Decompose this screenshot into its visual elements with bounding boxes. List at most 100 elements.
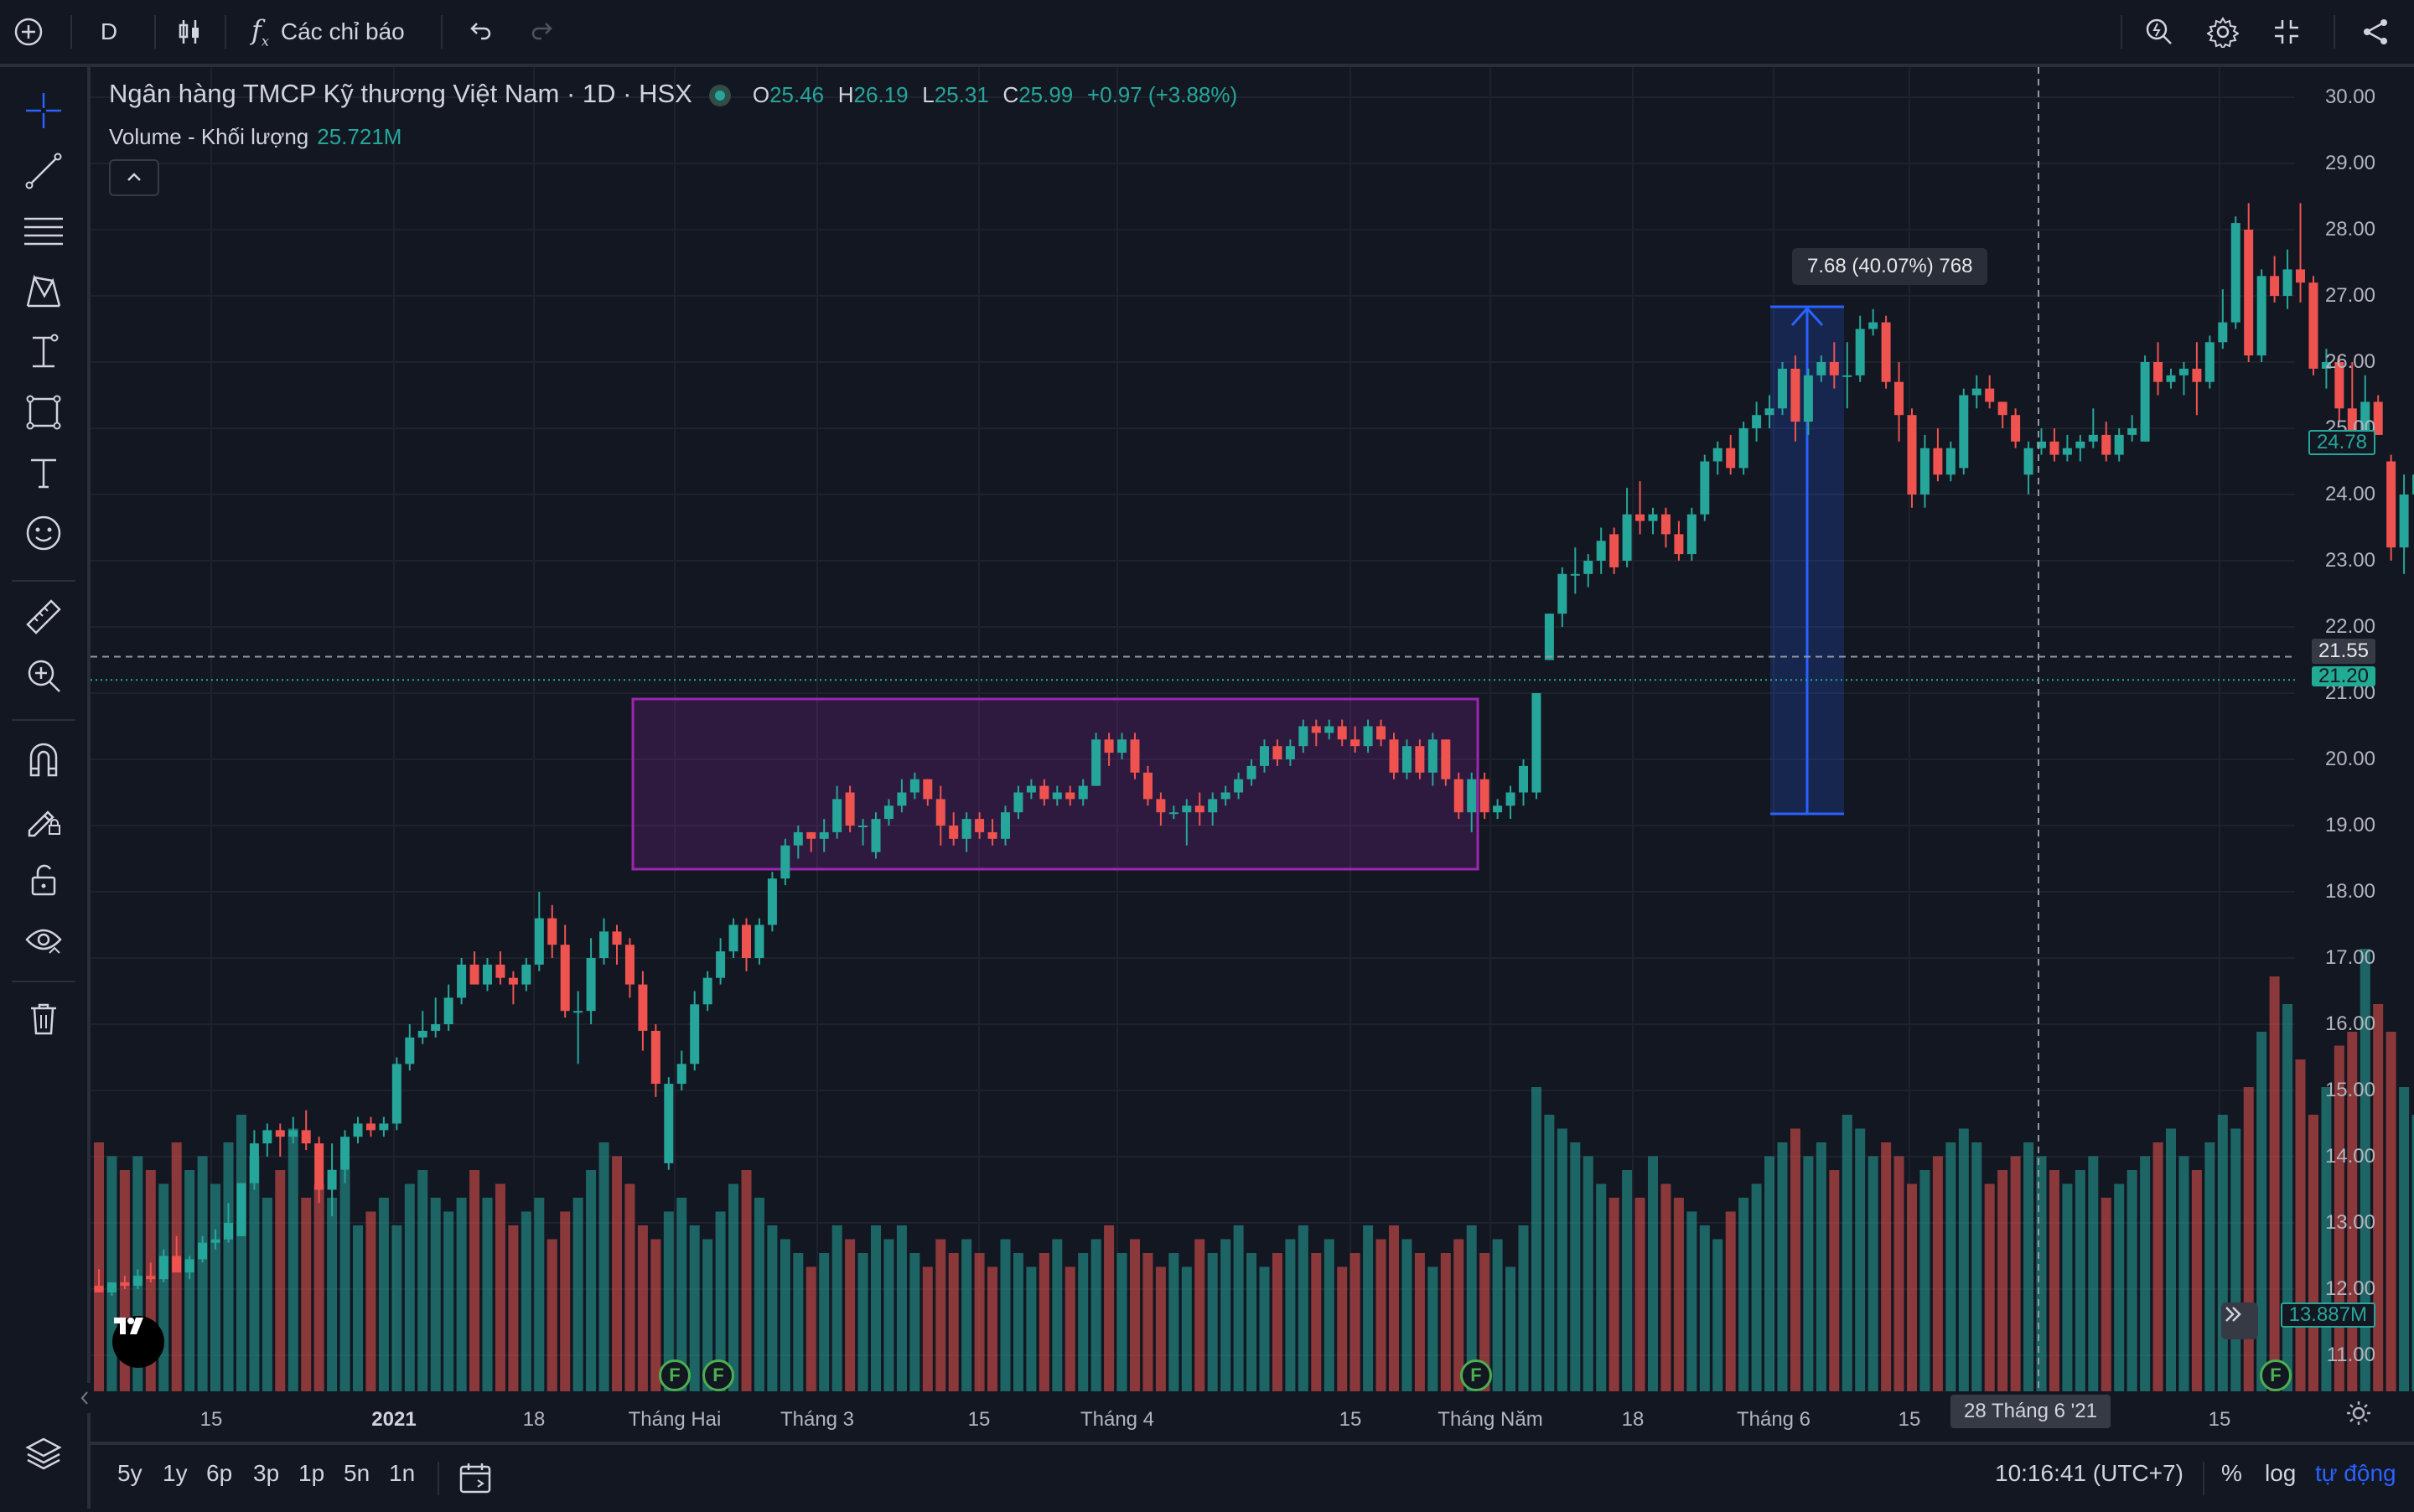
range-box [631, 697, 1479, 871]
event-marker[interactable]: F [1460, 1359, 1492, 1391]
candle-body [819, 831, 829, 839]
candle-body [1234, 779, 1244, 793]
candle-body [845, 792, 855, 826]
range-6p[interactable]: 6p [206, 1460, 233, 1486]
ruler-icon[interactable] [22, 595, 65, 639]
lock-draw-icon[interactable] [22, 798, 65, 841]
clock-label[interactable]: 10:16:41 (UTC+7) [1995, 1460, 2183, 1486]
ohlc-high: H26.19 [837, 82, 909, 107]
volume-bar [1608, 1198, 1619, 1391]
volume-bar [236, 1115, 246, 1391]
range-5y[interactable]: 5y [117, 1460, 142, 1486]
rectangle-icon[interactable] [22, 391, 65, 434]
range-1n[interactable]: 1n [389, 1460, 416, 1486]
toolbar-toggle-button[interactable] [77, 1383, 92, 1413]
volume-bar [1155, 1266, 1166, 1391]
drawing-toolbar [0, 67, 91, 1509]
pattern-icon[interactable] [22, 270, 65, 313]
price-tick-label: 17.00 [2324, 946, 2375, 969]
candle-body [1829, 362, 1839, 375]
volume-bar [1596, 1183, 1607, 1391]
volume-bar [1932, 1156, 1943, 1391]
symbol-title[interactable]: Ngân hàng TMCP Kỹ thương Việt Nam · 1D ·… [109, 79, 692, 108]
unlock-icon[interactable] [22, 858, 65, 902]
price-chart[interactable] [91, 67, 2414, 1442]
range-1p[interactable]: 1p [298, 1460, 325, 1486]
event-marker[interactable]: F [659, 1359, 691, 1391]
plus-circle-icon[interactable] [12, 15, 45, 49]
indicators-button[interactable]: fx Các chỉ báo [251, 14, 405, 49]
volume-bar [1622, 1170, 1633, 1391]
volume-bar [987, 1266, 998, 1391]
calendar-range-icon[interactable] [458, 1460, 493, 1495]
chart-pane[interactable]: Ngân hàng TMCP Kỹ thương Việt Nam · 1D ·… [91, 67, 2414, 1442]
volume-bar [1414, 1253, 1425, 1391]
volume-bar [1065, 1266, 1075, 1391]
range-5n[interactable]: 5n [344, 1460, 370, 1486]
candle-body [132, 1276, 142, 1287]
event-marker[interactable]: F [2260, 1359, 2292, 1391]
price-tick-label: 19.00 [2324, 814, 2375, 836]
candle-body [1583, 561, 1593, 574]
axis-settings-icon[interactable] [2344, 1398, 2374, 1428]
candle-body [2270, 276, 2280, 296]
volume-bar [689, 1225, 700, 1391]
undo-icon[interactable] [463, 15, 496, 49]
text-icon[interactable] [22, 451, 65, 495]
percent-toggle[interactable]: % [2221, 1460, 2242, 1486]
crosshair-icon[interactable] [22, 89, 65, 132]
event-marker[interactable]: F [702, 1359, 734, 1391]
price-tick-label: 26.00 [2324, 350, 2375, 373]
fib-lines-icon[interactable] [22, 210, 65, 253]
collapse-legend-button[interactable] [109, 159, 159, 196]
volume-bar [1634, 1198, 1645, 1391]
layers-icon[interactable] [22, 1432, 65, 1475]
eye-icon[interactable] [22, 919, 65, 962]
volume-bar [948, 1253, 959, 1391]
candle-body [1104, 739, 1114, 753]
magnet-icon[interactable] [22, 738, 65, 781]
candle-body [780, 845, 790, 879]
volume-bar [2373, 1004, 2384, 1391]
auto-scale-toggle[interactable]: tự động [2315, 1460, 2396, 1486]
log-toggle[interactable]: log [2265, 1460, 2297, 1486]
tradingview-logo[interactable] [112, 1316, 164, 1368]
candle-body [2230, 223, 2240, 323]
candle-body [1596, 541, 1606, 561]
range-3p[interactable]: 3p [253, 1460, 280, 1486]
range-1y[interactable]: 1y [163, 1460, 188, 1486]
zoom-in-icon[interactable] [22, 654, 65, 697]
volume-bar [197, 1156, 208, 1391]
candle-body [1363, 726, 1373, 747]
interval-button[interactable]: D [100, 18, 118, 44]
fullscreen-exit-icon[interactable] [2268, 13, 2305, 50]
candle-body [1220, 792, 1230, 800]
candle-body [2334, 362, 2344, 409]
emoji-icon[interactable] [22, 511, 65, 555]
volume-bar [1919, 1170, 1930, 1391]
time-tick-label: 15 [967, 1408, 991, 1431]
quick-search-icon[interactable] [2141, 13, 2178, 50]
redo-icon[interactable] [526, 15, 560, 49]
volume-bar [741, 1170, 752, 1391]
projection-icon[interactable] [22, 330, 65, 374]
candle-body [1337, 726, 1347, 740]
volume-bar [612, 1156, 622, 1391]
candle-body [599, 931, 609, 958]
volume-bar [1052, 1239, 1063, 1391]
volume-bar [1751, 1183, 1762, 1391]
gear-icon[interactable] [2204, 13, 2241, 50]
volume-legend[interactable]: Volume - Khối lượng 25.721M [109, 124, 401, 150]
candle-body [1919, 448, 1930, 495]
volume-bar [1116, 1253, 1127, 1391]
volume-bar [1958, 1128, 1969, 1391]
candle-body [1881, 322, 1891, 382]
volume-bar [2178, 1156, 2189, 1391]
candles-icon[interactable] [171, 15, 208, 49]
scroll-to-realtime-button[interactable] [2221, 1302, 2258, 1339]
share-icon[interactable] [2357, 13, 2394, 50]
trash-icon[interactable] [22, 997, 65, 1041]
candle-body [1208, 799, 1218, 813]
trend-line-icon[interactable] [22, 149, 65, 193]
market-status-icon[interactable] [708, 84, 731, 106]
